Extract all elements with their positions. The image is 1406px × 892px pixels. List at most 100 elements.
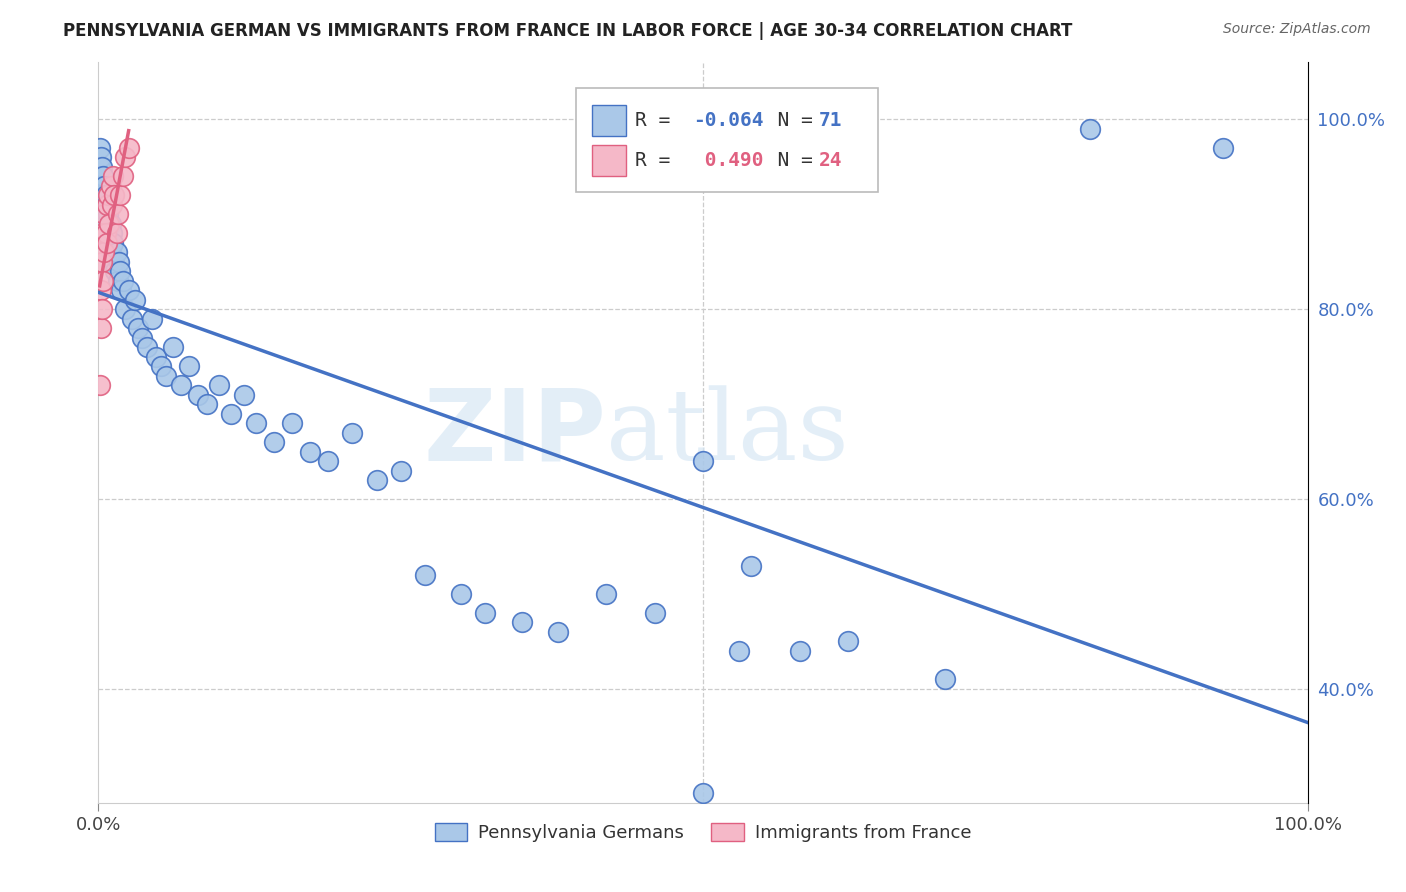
Point (110, 283, 132, 297)
Point (100, 217, 122, 231)
Point (94, 227, 117, 241)
Point (93, 207, 115, 221)
Point (169, 378, 191, 392)
Point (299, 444, 322, 458)
Point (114, 302, 136, 317)
Text: 71: 71 (820, 111, 842, 129)
Point (595, 587, 617, 601)
Text: ZIP: ZIP (423, 384, 606, 481)
Point (837, 634, 859, 648)
Point (108, 254, 131, 268)
Point (934, 673, 956, 687)
Point (141, 311, 163, 326)
FancyBboxPatch shape (592, 104, 626, 136)
Point (100, 245, 122, 260)
Point (91, 169, 114, 184)
Point (90, 283, 112, 297)
Text: PENNSYLVANIA GERMAN VS IMMIGRANTS FROM FRANCE IN LABOR FORCE | AGE 30-34 CORRELA: PENNSYLVANIA GERMAN VS IMMIGRANTS FROM F… (63, 22, 1073, 40)
Text: R =: R = (636, 151, 682, 169)
Point (187, 387, 209, 401)
Point (100, 198, 122, 212)
Legend: Pennsylvania Germans, Immigrants from France: Pennsylvania Germans, Immigrants from Fr… (427, 815, 979, 849)
Point (91, 254, 114, 268)
Point (93, 245, 115, 260)
FancyBboxPatch shape (576, 88, 879, 192)
Point (342, 425, 364, 440)
Point (118, 141, 141, 155)
Point (1212, 141, 1234, 155)
Point (389, 464, 412, 478)
Point (91, 198, 114, 212)
Point (97, 207, 120, 221)
Point (118, 283, 141, 297)
Point (208, 378, 231, 392)
Point (474, 606, 496, 620)
Point (96, 227, 118, 241)
Point (245, 416, 267, 430)
Point (263, 435, 285, 450)
Point (100, 178, 122, 193)
Point (93, 207, 115, 221)
Text: Source: ZipAtlas.com: Source: ZipAtlas.com (1223, 22, 1371, 37)
Point (108, 188, 131, 202)
Point (98, 217, 121, 231)
Point (135, 340, 157, 354)
Point (107, 274, 129, 288)
Point (179, 359, 201, 374)
Point (104, 264, 127, 278)
Point (728, 644, 751, 658)
Point (1078, 121, 1101, 136)
Point (98, 235, 121, 250)
Point (127, 321, 149, 335)
Point (221, 407, 243, 421)
Point (101, 235, 124, 250)
Text: N =: N = (754, 111, 824, 129)
Text: -0.064: -0.064 (693, 111, 763, 129)
Point (195, 397, 218, 411)
Point (510, 615, 533, 630)
Point (644, 606, 666, 620)
Text: atlas: atlas (606, 384, 849, 481)
Point (366, 473, 388, 487)
Point (91, 227, 114, 241)
Text: 24: 24 (820, 151, 842, 169)
Point (105, 227, 128, 241)
Point (91, 274, 114, 288)
Point (103, 254, 125, 268)
Point (103, 188, 125, 202)
Point (692, 786, 714, 800)
Point (91, 188, 114, 202)
Point (692, 454, 714, 468)
Point (91, 302, 114, 317)
Point (150, 359, 173, 374)
Point (96, 198, 118, 212)
Point (547, 624, 569, 639)
Point (740, 558, 762, 573)
Point (96, 198, 118, 212)
Text: N =: N = (754, 151, 824, 169)
Point (450, 587, 472, 601)
Text: 0.490: 0.490 (693, 151, 763, 169)
Point (111, 274, 134, 288)
Point (90, 178, 112, 193)
Point (91, 160, 114, 174)
Text: R =: R = (636, 111, 682, 129)
Point (114, 150, 136, 164)
Point (162, 340, 184, 354)
Point (413, 568, 436, 582)
Point (90, 150, 112, 164)
Point (94, 217, 117, 231)
Point (101, 169, 124, 184)
Point (94, 188, 117, 202)
Point (232, 387, 254, 401)
Point (145, 350, 167, 364)
Point (316, 454, 339, 468)
Point (93, 178, 115, 193)
Point (89, 160, 111, 174)
Point (97, 188, 120, 202)
Point (124, 293, 146, 307)
Point (90, 321, 112, 335)
Point (89, 141, 111, 155)
Point (96, 235, 118, 250)
Point (121, 311, 143, 326)
